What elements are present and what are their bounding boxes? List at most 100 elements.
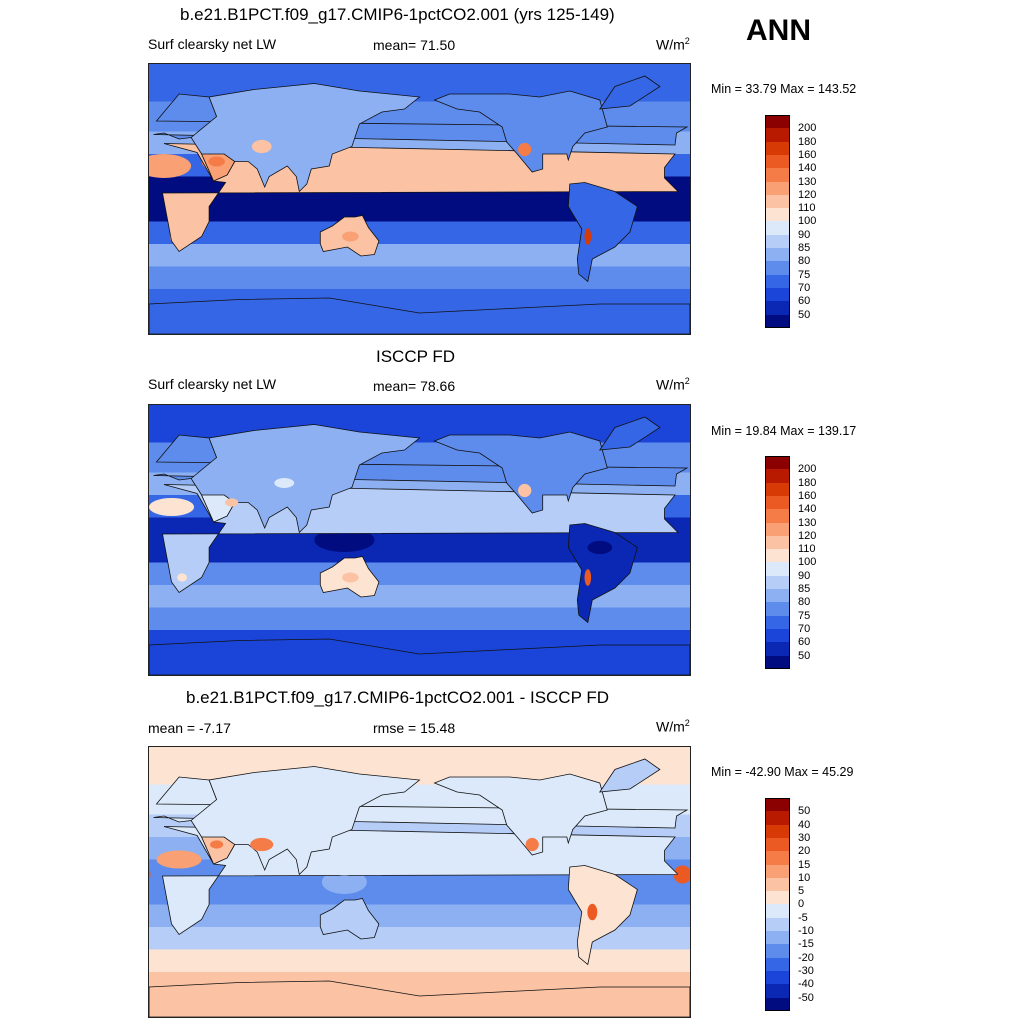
colorbar-swatch <box>765 984 790 998</box>
colorbar-tick-label: 85 <box>798 242 811 254</box>
field-anomaly <box>584 228 592 245</box>
field-anomaly <box>210 840 224 849</box>
colorbar-tick-label: 0 <box>798 898 805 911</box>
ocean-band <box>149 585 690 608</box>
continent-antarctica <box>149 297 690 334</box>
mean-label: mean= 71.50 <box>373 37 456 53</box>
colorbar-swatch <box>765 642 790 656</box>
variable-label: Surf clearsky net LW <box>148 376 277 392</box>
colorbar-swatch <box>765 877 790 892</box>
colorbar-swatch <box>765 301 790 315</box>
continent-asia <box>190 83 421 193</box>
colorbar-outline <box>765 798 790 1011</box>
colorbar-swatch <box>765 811 790 826</box>
field-anomaly <box>518 483 532 498</box>
minmax-label: Min = 19.84 Max = 139.17 <box>711 424 857 438</box>
colorbar-swatch <box>765 141 790 156</box>
colorbar-swatch <box>765 221 790 236</box>
colorbar-swatch <box>765 522 790 537</box>
field-anomaly <box>327 533 361 547</box>
colorbar-tick-label: 140 <box>798 503 817 516</box>
field-anomaly <box>274 478 295 488</box>
colorbar-outline <box>765 115 790 328</box>
colorbar-tick-label: 80 <box>798 255 811 268</box>
map-diff <box>148 746 691 1018</box>
colorbar-tick-label: -40 <box>798 978 814 991</box>
colorbar-tick-label: 20 <box>798 845 811 858</box>
colorbar-swatch <box>765 602 790 617</box>
colorbar-tick-label: 50 <box>798 805 811 818</box>
field-anomaly <box>159 502 184 512</box>
field-anomaly <box>587 540 613 555</box>
colorbar-swatch <box>765 314 790 329</box>
panel-title: ISCCP FD <box>376 347 456 366</box>
field-anomaly <box>331 875 357 889</box>
field-anomaly <box>208 156 225 167</box>
colorbar-swatch <box>765 549 790 563</box>
continent-greenland <box>598 416 661 451</box>
colorbar-swatch <box>765 562 790 577</box>
colorbar-tick-label: 50 <box>798 649 811 662</box>
continent-samerica <box>567 865 638 966</box>
field-anomaly <box>250 837 274 852</box>
field-anomaly <box>525 837 539 852</box>
field-anomaly <box>225 498 239 507</box>
variable-label: Surf clearsky net LW <box>148 36 277 52</box>
colorbar-tick-label: -50 <box>798 991 814 1004</box>
ocean-band <box>149 607 690 630</box>
colorbar-swatch <box>765 864 790 879</box>
colorbar-tick-label: 140 <box>798 162 817 175</box>
field-anomaly <box>342 572 359 583</box>
colorbar-tick-label: 50 <box>798 308 811 321</box>
colorbar-tick-label: 90 <box>798 569 811 582</box>
colorbar-tick-label: 60 <box>798 636 811 649</box>
field-anomaly <box>177 573 188 582</box>
units-label: W/m2 <box>656 718 690 735</box>
colorbar-tick-label: 200 <box>798 122 817 135</box>
colorbar-swatch <box>765 181 790 196</box>
colorbar-tick-label: 10 <box>798 871 811 884</box>
field-anomaly <box>677 869 688 880</box>
colorbar-model: 200 180 160 140 130 120 110 100 90 85 80 75 70 60 50 <box>765 115 816 329</box>
continent-namerica <box>433 90 608 173</box>
colorbar-tick-label: 80 <box>798 596 811 609</box>
colorbar-tick-label: 30 <box>798 831 811 844</box>
ocean-band <box>149 244 690 267</box>
colorbar-tick-label: 5 <box>798 885 805 898</box>
continent-samerica <box>567 523 638 624</box>
colorbar-swatch <box>765 509 790 523</box>
colorbar-tick-label: 100 <box>798 215 817 228</box>
colorbar-tick-label: 120 <box>798 188 817 201</box>
continent-asia <box>190 766 421 876</box>
colorbar-swatch <box>765 456 790 470</box>
colorbar-tick-label: 200 <box>798 463 817 476</box>
units-label: W/m2 <box>656 376 690 393</box>
colorbar-swatch <box>765 287 790 302</box>
field-anomaly <box>149 159 179 173</box>
colorbar-tick-label: 130 <box>798 516 817 529</box>
colorbar-swatch <box>765 628 790 643</box>
ocean-band <box>149 266 690 289</box>
colorbar-outline <box>765 456 790 669</box>
colorbar-swatch <box>765 904 790 919</box>
continent-namerica <box>433 773 608 856</box>
colorbar-swatch <box>765 575 790 590</box>
colorbar-swatch <box>765 798 790 812</box>
colorbar-tick-label: 120 <box>798 529 817 542</box>
colorbar-swatch <box>765 824 790 839</box>
units-label: W/m2 <box>656 36 690 53</box>
colorbar-tick-label: 180 <box>798 135 817 148</box>
continent-namerica <box>433 431 608 514</box>
colorbar-tick-label: 70 <box>798 281 811 294</box>
ocean-band <box>149 904 690 927</box>
colorbar-tick-label: -5 <box>798 911 808 924</box>
colorbar-swatch <box>765 248 790 262</box>
colorbar-tick-label: 180 <box>798 476 817 489</box>
mean-label: mean = -7.17 <box>148 720 231 736</box>
colorbar-tick-label: -15 <box>798 938 814 951</box>
colorbar-tick-label: 110 <box>798 543 816 556</box>
colorbar-swatch <box>765 655 790 670</box>
field-anomaly <box>166 854 192 865</box>
field-anomaly <box>584 569 592 586</box>
continent-asia <box>190 424 421 534</box>
